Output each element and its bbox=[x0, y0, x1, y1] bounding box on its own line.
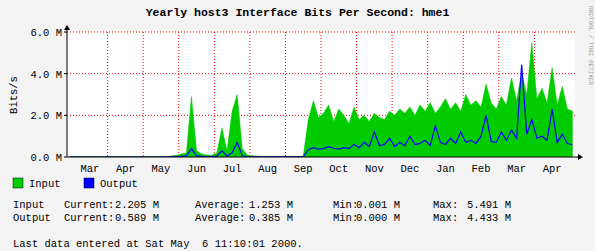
y-axis bbox=[67, 28, 68, 157]
y-tick-label: 6.0 M bbox=[30, 27, 62, 39]
stats-value: 0.589 M bbox=[115, 212, 159, 224]
legend-label: Input bbox=[29, 178, 61, 190]
month-grid-line bbox=[249, 32, 250, 157]
month-grid-line bbox=[178, 32, 179, 157]
legend-swatch bbox=[13, 178, 23, 188]
input-area bbox=[70, 43, 573, 157]
x-tick-label: Jun bbox=[187, 163, 206, 175]
stats-header: Max: bbox=[433, 199, 458, 211]
month-grid-line bbox=[143, 32, 144, 157]
x-tick-label: Mar bbox=[507, 163, 526, 175]
y-tick-label: 0.0 M bbox=[30, 152, 62, 164]
output-line bbox=[70, 65, 573, 157]
x-tick-label: Apr bbox=[116, 163, 135, 175]
stats-header: Average: bbox=[195, 199, 245, 211]
month-grid-line bbox=[214, 32, 215, 157]
x-tick-label: Sep bbox=[294, 163, 313, 175]
legend-swatch bbox=[84, 178, 94, 188]
stats-name: Input bbox=[13, 199, 45, 211]
y-tick-label: 4.0 M bbox=[30, 69, 62, 81]
stats-header: Average: bbox=[195, 212, 245, 224]
stats-header: Current: bbox=[64, 199, 114, 211]
month-grid-line bbox=[285, 32, 286, 157]
stats-value: 0.001 M bbox=[356, 199, 400, 211]
plot-area bbox=[67, 32, 575, 157]
stats-header: Min: bbox=[333, 212, 358, 224]
y-axis-arrow bbox=[64, 25, 70, 30]
stats-header: Max: bbox=[433, 212, 458, 224]
x-tick-label: Dec bbox=[400, 163, 419, 175]
y-tick-label: 2.0 M bbox=[30, 110, 62, 122]
stats-value: 5.491 M bbox=[467, 199, 511, 211]
y-axis-label: Bits/s bbox=[8, 76, 20, 114]
x-axis-arrow bbox=[578, 154, 583, 160]
x-tick-label: Jul bbox=[223, 163, 242, 175]
series-group bbox=[70, 43, 573, 157]
x-tick-label: Aug bbox=[258, 163, 277, 175]
x-tick-label: Apr bbox=[543, 163, 562, 175]
stats-header: Min: bbox=[333, 199, 358, 211]
x-tick-label: Oct bbox=[329, 163, 348, 175]
x-tick-label: May bbox=[152, 163, 171, 175]
x-tick-label: Nov bbox=[365, 163, 384, 175]
chart: Yearly host3 Interface Bits Per Second: … bbox=[0, 0, 595, 251]
x-tick-label: Feb bbox=[472, 163, 491, 175]
stats-value: 0.000 M bbox=[356, 212, 400, 224]
x-tick-label: Mar bbox=[80, 163, 99, 175]
stats-value: 0.385 M bbox=[249, 212, 293, 224]
stats-value: 1.253 M bbox=[249, 199, 293, 211]
x-tick-label: Jan bbox=[436, 163, 455, 175]
credit: RRDTOOL / TOBI OETIKER bbox=[587, 6, 594, 86]
stats-header: Current: bbox=[64, 212, 114, 224]
stats-value: 2.205 M bbox=[115, 199, 159, 211]
footer: Last data entered at Sat May 6 11:10:01 … bbox=[13, 238, 303, 250]
background bbox=[0, 0, 595, 251]
x-axis bbox=[67, 157, 580, 158]
legend-label: Output bbox=[100, 178, 138, 190]
stats-name: Output bbox=[13, 212, 51, 224]
title: Yearly host3 Interface Bits Per Second: … bbox=[146, 6, 450, 19]
stats-value: 4.433 M bbox=[467, 212, 511, 224]
month-grid-line bbox=[107, 32, 108, 157]
